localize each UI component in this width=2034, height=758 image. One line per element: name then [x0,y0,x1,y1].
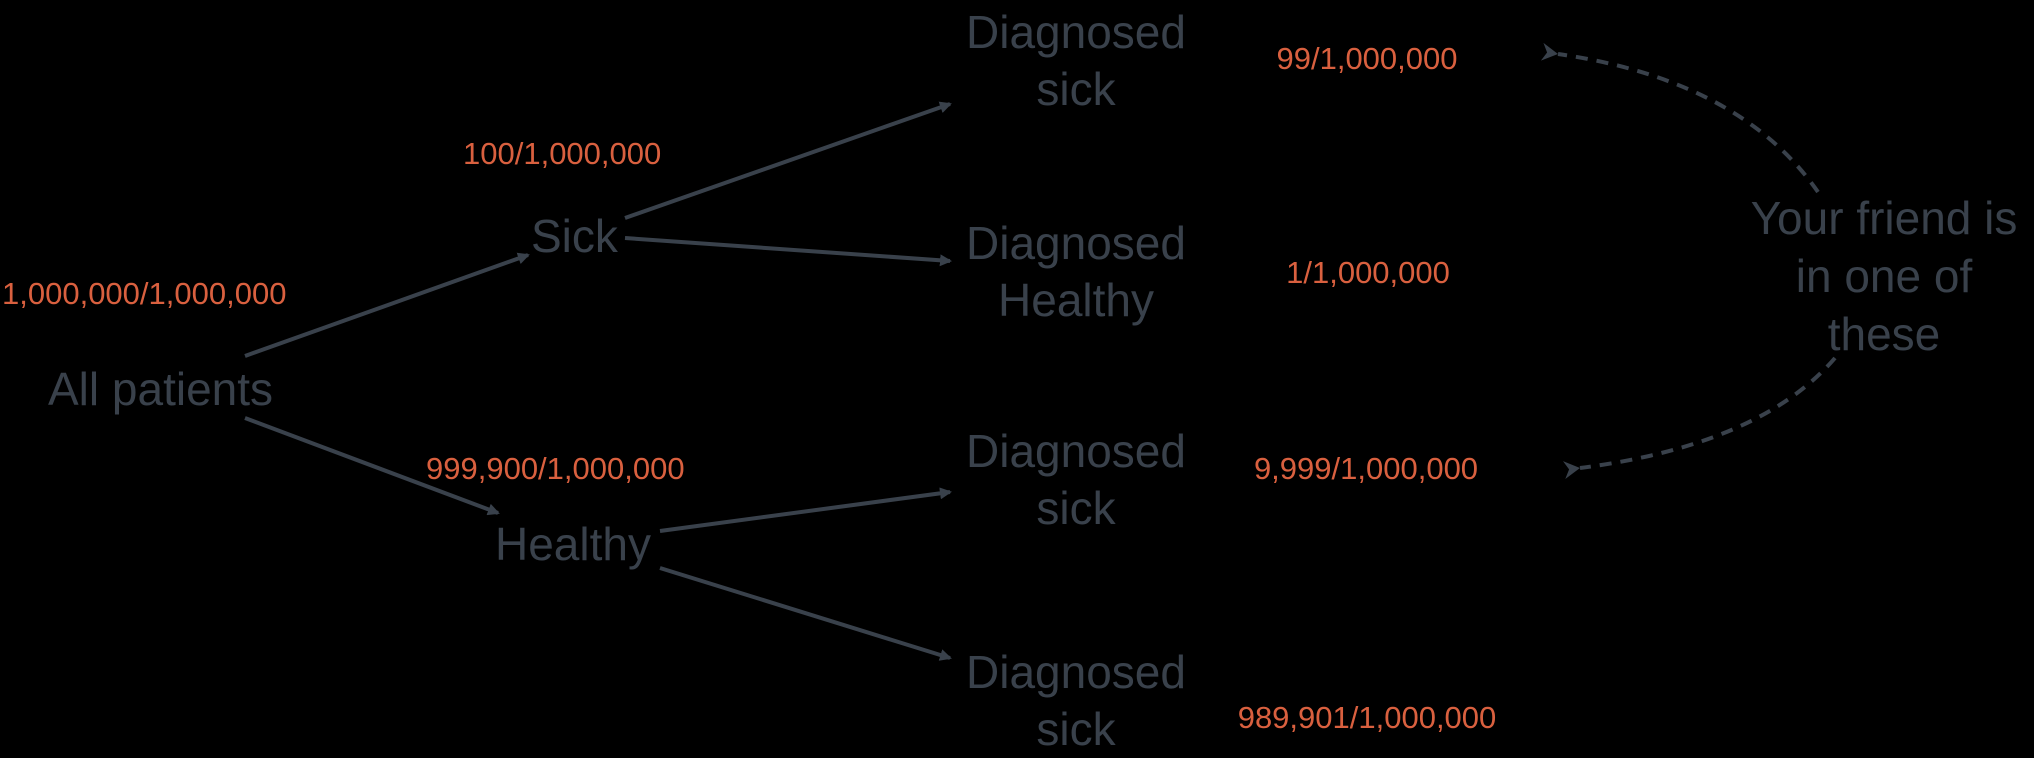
node-healthy: Healthy [495,518,651,570]
count-sick-diagnosed-healthy: 1/1,000,000 [1286,255,1450,290]
dashed-arrow-to-third-outcome [1562,356,1837,479]
count-healthy-diagnosed-sick: 9,999/1,000,000 [1253,451,1479,486]
node-line: Diagnosed [966,217,1186,269]
node-line: Diagnosed [966,425,1186,477]
edge-healthy-to-diagnosed-sick [659,487,952,533]
dashed-arrow-to-top-outcome [1540,42,1820,194]
count-healthy: 999,900/1,000,000 [426,451,685,486]
node-sick-diagnosed-healthy: Diagnosed Healthy [966,215,1186,329]
edge-root-to-sick [244,252,530,358]
node-line: sick [1036,482,1116,534]
node-line: Diagnosed [966,646,1186,698]
node-line: Healthy [998,274,1154,326]
edge-healthy-to-diagnosed-bottom [659,566,952,661]
node-line: sick [1036,703,1116,755]
node-healthy-diagnosed-sick: Diagnosed sick [966,423,1186,537]
node-sick: Sick [531,210,618,262]
count-sick-diagnosed-sick: 99/1,000,000 [1276,41,1458,76]
node-healthy-diagnosed-bottom: Diagnosed sick [966,644,1186,758]
annotation-line: in one of [1795,250,1973,302]
annotation-line: Your friend is [1750,192,2018,244]
annotation-your-friend: Your friend is in one of these [1751,189,2018,363]
node-line: sick [1036,63,1116,115]
count-sick: 100/1,000,000 [463,136,662,171]
node-sick-diagnosed-sick: Diagnosed sick [966,4,1186,118]
edge-sick-to-diagnosed-sick [624,101,952,220]
edge-root-to-healthy [244,416,500,516]
node-line: Diagnosed [966,6,1186,58]
edge-sick-to-diagnosed-healthy [624,236,952,267]
annotation-line: these [1827,308,1941,360]
count-all-patients: 1,000,000/1,000,000 [2,276,287,311]
node-all-patients: All patients [48,363,274,415]
count-healthy-diagnosed-bottom: 989,901/1,000,000 [1237,700,1497,735]
